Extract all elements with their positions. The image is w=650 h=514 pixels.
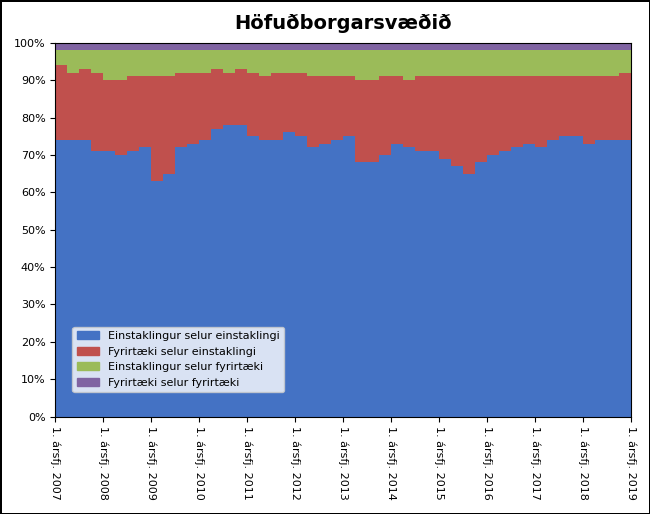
Title: Höfuðborgarsvæðið: Höfuðborgarsvæðið	[234, 14, 452, 33]
Legend: Einstaklingur selur einstaklingi, Fyrirtæki selur einstaklingi, Einstaklingur se: Einstaklingur selur einstaklingi, Fyrirt…	[72, 327, 284, 392]
